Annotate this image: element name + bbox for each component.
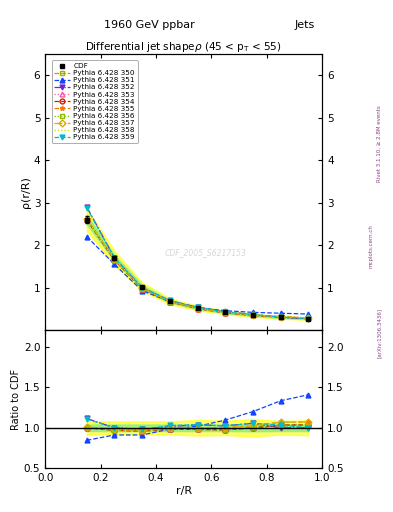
Text: 1960 GeV ppbar: 1960 GeV ppbar — [104, 19, 195, 30]
Text: [arXiv:1306.3436]: [arXiv:1306.3436] — [377, 308, 382, 358]
Y-axis label: Ratio to CDF: Ratio to CDF — [11, 369, 21, 430]
Y-axis label: ρ(r/R): ρ(r/R) — [21, 176, 31, 208]
Text: CDF_2005_S6217153: CDF_2005_S6217153 — [165, 248, 247, 258]
Text: mcplots.cern.ch: mcplots.cern.ch — [369, 224, 374, 268]
Title: Differential jet shape$\rho$ (45 < p$_\mathregular{T}$ < 55): Differential jet shape$\rho$ (45 < p$_\m… — [85, 39, 282, 54]
Text: Rivet 3.1.10, ≥ 2.8M events: Rivet 3.1.10, ≥ 2.8M events — [377, 105, 382, 182]
X-axis label: r/R: r/R — [176, 486, 192, 496]
Legend: CDF, Pythia 6.428 350, Pythia 6.428 351, Pythia 6.428 352, Pythia 6.428 353, Pyt: CDF, Pythia 6.428 350, Pythia 6.428 351,… — [51, 60, 138, 143]
Text: Jets: Jets — [294, 19, 314, 30]
